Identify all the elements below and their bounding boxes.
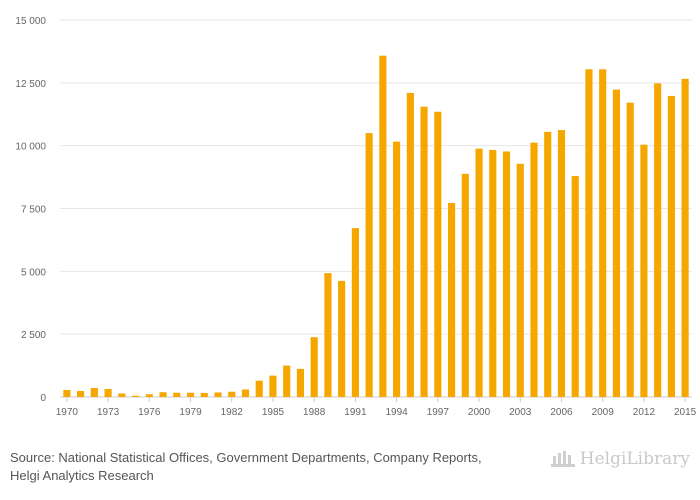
bar-2013 [654,83,662,397]
x-tick-label: 1985 [262,407,285,418]
bar-2001 [489,149,497,397]
bar-series [63,55,689,398]
bar-2012 [640,144,648,397]
bar-1974 [118,393,126,397]
bar-1982 [228,391,236,397]
y-tick-label: 2 500 [21,330,46,341]
bar-1991 [351,228,359,397]
x-tick-label: 1988 [303,407,326,418]
bar-1975 [131,395,140,397]
logo-text: HelgiLibrary [579,449,690,469]
y-tick-label: 10 000 [15,142,46,153]
y-tick-label: 15 000 [15,16,46,27]
bar-2002 [502,151,511,397]
y-axis: 0 2 500 5 000 7 500 10 000 12 500 15 000 [15,16,46,404]
bar-1986 [283,365,291,397]
bar-1977 [159,392,167,397]
bar-1994 [393,141,401,397]
y-tick-label: 5 000 [21,267,46,278]
x-axis: 1970 1973 1976 1979 1982 1985 1988 1991 1994 1997… [56,397,697,418]
x-tick-label: 2000 [468,407,491,418]
bar-1973 [104,388,112,397]
helgi-library-logo: HelgiLibrary [550,449,690,469]
bar-2015 [681,78,689,397]
bar-1983 [241,389,250,397]
bar-1993 [379,55,387,398]
bar-1985 [269,375,277,397]
bar-1976 [145,394,153,397]
x-tick-label: 2003 [509,407,532,418]
bar-2007 [571,176,579,397]
bar-2014 [667,95,675,398]
bar-1987 [296,368,305,397]
x-tick-label: 1997 [427,407,450,418]
source-note: Source: National Statistical Offices, Go… [10,449,530,485]
x-tick-label: 1994 [385,407,408,418]
y-tick-label: 7 500 [21,205,46,216]
bar-1970 [63,389,71,397]
source-line-1: Source: National Statistical Offices, Go… [10,450,482,465]
x-tick-label: 1982 [221,407,244,418]
bar-2006 [557,130,566,398]
bar-1988 [310,337,318,397]
bar-1972 [90,387,98,397]
x-tick-label: 2006 [550,407,573,418]
helgi-building-icon [550,451,575,467]
bar-2005 [544,131,552,398]
x-tick-label: 2009 [592,407,615,418]
bar-1971 [77,390,85,397]
bar-1999 [461,173,469,397]
bar-1990 [338,280,346,397]
bar-2003 [516,163,524,397]
bar-2010 [612,89,621,398]
bar-1992 [365,133,373,397]
bar-1984 [255,380,263,397]
bar-2009 [599,69,607,398]
bar-1989 [324,273,332,397]
bar-2008 [585,69,593,398]
bar-1998 [447,202,456,397]
bar-1981 [214,392,222,397]
x-tick-label: 1973 [97,407,120,418]
bar-1979 [186,392,195,397]
x-tick-label: 2012 [633,407,656,418]
x-tick-label: 1970 [56,407,79,418]
bar-1997 [434,111,442,397]
bar-2011 [626,102,634,398]
bar-1995 [406,92,414,398]
bar-2004 [530,142,538,397]
y-tick-label: 0 [40,393,46,404]
bar-2000 [475,148,483,397]
bar-1980 [200,392,208,397]
y-tick-label: 12 500 [15,79,46,90]
x-tick-label: 1976 [138,407,161,418]
source-line-2: Helgi Analytics Research [10,468,154,483]
bar-1996 [420,106,428,398]
x-tick-label: 2015 [674,407,697,418]
bar-1978 [173,392,181,397]
gridlines [60,19,692,398]
x-tick-label: 1979 [179,407,202,418]
x-tick-label: 1991 [344,407,367,418]
